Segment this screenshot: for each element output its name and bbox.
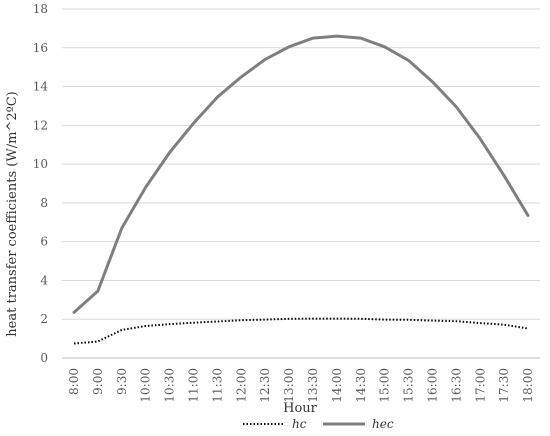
x-axis-title: Hour [283,401,318,416]
y-tick-label: 0 [40,351,48,365]
x-tick-label: 15:30 [402,368,416,403]
x-tick-label: 17:00 [473,368,487,403]
x-tick-label: 12:30 [258,368,272,403]
x-tick-label: 17:30 [497,368,511,403]
legend-label: hec [372,417,394,431]
y-tick-label: 12 [33,118,48,132]
x-tick-labels: 8:00 9:00 9:30 10:00 10:30 11:00 11:30 12:00 12:… [67,368,535,403]
x-tick-label: 11:00 [186,368,200,403]
y-tick-label: 6 [40,235,48,249]
x-tick-label: 8:00 [67,368,81,395]
gridlines [62,8,540,320]
legend-label: hc [292,417,307,431]
x-tick-label: 9:30 [115,368,129,395]
x-tick-label: 11:30 [210,368,224,403]
y-tick-label: 18 [33,2,48,16]
y-tick-label: 14 [33,80,49,94]
y-tick-label: 2 [40,312,48,326]
x-tick-label: 16:30 [449,368,463,403]
x-tick-label: 16:00 [425,368,439,403]
x-tick-label: 18:00 [521,368,535,403]
y-tick-label: 16 [33,41,48,55]
x-tick-label: 12:00 [234,368,248,403]
series-line-hec [72,34,530,314]
x-tick-label: 9:00 [91,368,105,395]
legend: hc hec [243,417,394,431]
y-axis-title: heat transfer coefficients (W/m^2ºC) [5,91,20,336]
x-tick-label: 13:30 [306,368,320,403]
x-tick-label: 10:00 [139,368,153,403]
x-tick-label: 14:30 [354,368,368,403]
series-line-hc [73,317,529,345]
y-tick-labels: 0 2 4 6 8 10 12 14 16 18 [33,2,49,365]
x-tick-label: 13:00 [282,368,296,403]
y-tick-label: 4 [40,273,48,287]
x-tick-label: 14:00 [330,368,344,403]
x-tick-label: 15:00 [378,368,392,403]
x-tick-label: 10:30 [163,368,177,403]
series-lines [72,34,530,345]
y-tick-label: 10 [33,157,48,171]
y-tick-label: 8 [40,196,48,210]
